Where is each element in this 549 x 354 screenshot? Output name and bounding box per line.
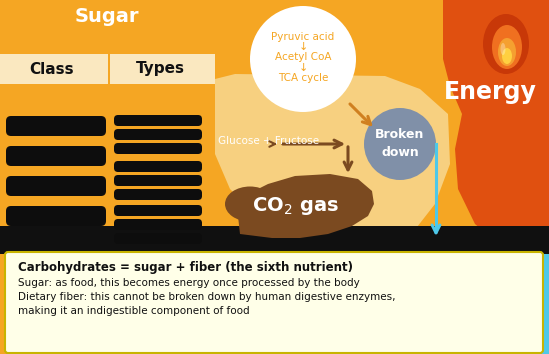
Ellipse shape [498, 38, 516, 66]
Text: TCA cycle: TCA cycle [278, 73, 328, 83]
FancyBboxPatch shape [6, 176, 106, 196]
FancyBboxPatch shape [6, 116, 106, 136]
Text: Sugar: Sugar [75, 7, 139, 27]
Text: down: down [381, 147, 419, 160]
Text: Acetyl CoA: Acetyl CoA [274, 52, 331, 62]
Circle shape [250, 6, 356, 112]
FancyBboxPatch shape [114, 115, 202, 126]
FancyBboxPatch shape [114, 161, 202, 172]
Polygon shape [390, 249, 549, 354]
Ellipse shape [492, 25, 522, 69]
Text: Sugar: as food, this becomes energy once processed by the body: Sugar: as food, this becomes energy once… [18, 278, 360, 288]
Circle shape [364, 108, 436, 180]
Bar [0, 226, 549, 254]
Polygon shape [215, 74, 450, 249]
Ellipse shape [501, 43, 506, 55]
FancyBboxPatch shape [114, 233, 202, 244]
FancyBboxPatch shape [5, 252, 543, 353]
Ellipse shape [225, 187, 275, 222]
FancyBboxPatch shape [114, 219, 202, 230]
Polygon shape [385, 239, 420, 279]
FancyBboxPatch shape [6, 206, 106, 226]
Text: ↓: ↓ [298, 63, 307, 73]
FancyBboxPatch shape [114, 205, 202, 216]
Polygon shape [238, 174, 374, 238]
FancyBboxPatch shape [114, 175, 202, 186]
Text: Water: Water [428, 284, 508, 308]
Polygon shape [443, 0, 549, 249]
FancyBboxPatch shape [114, 189, 202, 200]
Ellipse shape [483, 14, 529, 74]
Text: Energy: Energy [444, 80, 536, 104]
Text: Glucose + Fructose: Glucose + Fructose [218, 136, 319, 146]
Text: making it an indigestible component of food: making it an indigestible component of f… [18, 306, 250, 316]
Text: Carbohydrates = sugar + fiber (the sixth nutrient): Carbohydrates = sugar + fiber (the sixth… [18, 262, 353, 274]
Text: Types: Types [136, 62, 184, 76]
Ellipse shape [502, 48, 512, 64]
FancyBboxPatch shape [114, 129, 202, 140]
Bar [108, 54, 110, 84]
FancyBboxPatch shape [6, 146, 106, 166]
Text: Pyruvic acid: Pyruvic acid [271, 32, 335, 42]
Bar [0, 54, 215, 84]
Text: Class: Class [30, 62, 74, 76]
FancyBboxPatch shape [114, 143, 202, 154]
Text: ↓: ↓ [298, 42, 307, 52]
Text: Broken: Broken [376, 129, 425, 142]
Text: Dietary fiber: this cannot be broken down by human digestive enzymes,: Dietary fiber: this cannot be broken dow… [18, 292, 395, 302]
Text: CO$_2$ gas: CO$_2$ gas [251, 195, 338, 217]
